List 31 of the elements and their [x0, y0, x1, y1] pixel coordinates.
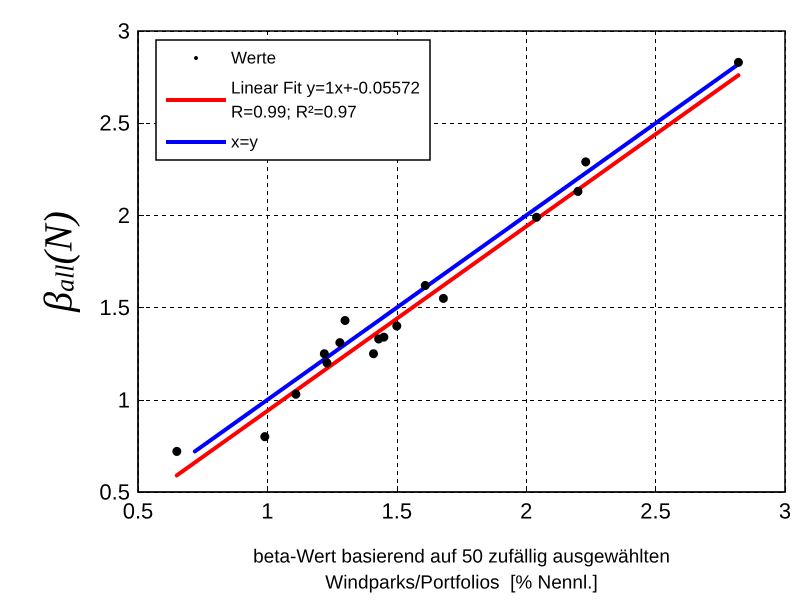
y-tick-label: 0.5 — [99, 480, 130, 504]
y-tick-label: 2.5 — [99, 110, 130, 136]
point — [438, 294, 448, 303]
legend-label: Werte — [231, 48, 276, 68]
y-axis-title: βall(N) — [36, 211, 80, 313]
legend-label: x=y — [231, 132, 258, 152]
y-tick-label: 1.5 — [99, 295, 130, 320]
point — [369, 349, 378, 358]
y-tick-label: 1 — [118, 387, 130, 412]
point — [335, 338, 344, 348]
x-tick-label: 2 — [520, 498, 532, 524]
point — [532, 212, 542, 222]
x-tick-label: 2.5 — [640, 498, 671, 524]
point — [320, 349, 329, 358]
point — [581, 157, 590, 166]
point — [392, 322, 402, 331]
x-axis-title: beta-Wert basierend auf 50 zufällig ausgewählten Windparks/Portfolios [% Nennl.] — [253, 546, 670, 594]
point — [340, 316, 350, 326]
x-tick-label: 1 — [261, 498, 274, 524]
point — [172, 446, 182, 456]
x-tick-label: 3 — [778, 498, 792, 524]
point — [734, 58, 743, 67]
point — [260, 432, 270, 442]
x-tick-label: 1.5 — [382, 498, 412, 524]
point — [291, 390, 300, 399]
point — [322, 358, 332, 368]
y-tick-label: 3 — [118, 18, 130, 44]
point — [573, 186, 582, 196]
y-tick-label: 2 — [118, 202, 130, 228]
point — [379, 332, 388, 342]
point — [420, 280, 430, 290]
